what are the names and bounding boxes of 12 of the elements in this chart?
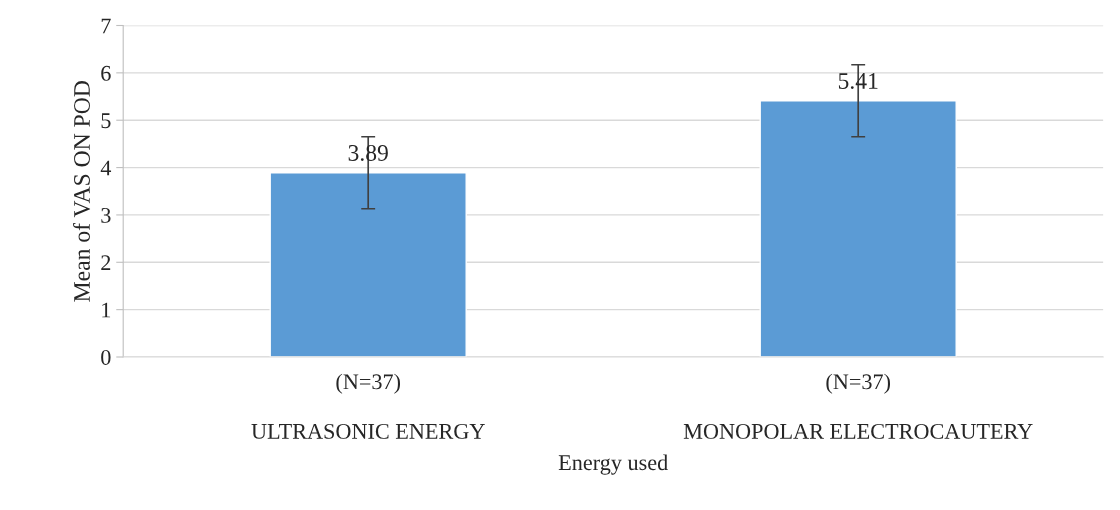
category-label: (N=37) ULTRASONIC ENERGY xyxy=(251,373,485,439)
y-tick-label: 7 xyxy=(101,18,111,34)
y-tick-label: 2 xyxy=(101,255,111,270)
y-tick-label: 5 xyxy=(101,113,111,129)
y-tick-label: 6 xyxy=(101,65,111,81)
y-tick-label: 4 xyxy=(100,160,112,176)
y-tick-label: 1 xyxy=(102,302,111,318)
y-tick-label: 0 xyxy=(101,349,111,365)
y-axis-title: Mean of VAS ON POD xyxy=(73,81,91,302)
x-axis-title: Energy used xyxy=(558,454,668,475)
y-tick-label: 3 xyxy=(101,207,111,223)
category-label: (N=37) MONOPOLAR ELECTROCAUTERY xyxy=(683,373,1033,439)
